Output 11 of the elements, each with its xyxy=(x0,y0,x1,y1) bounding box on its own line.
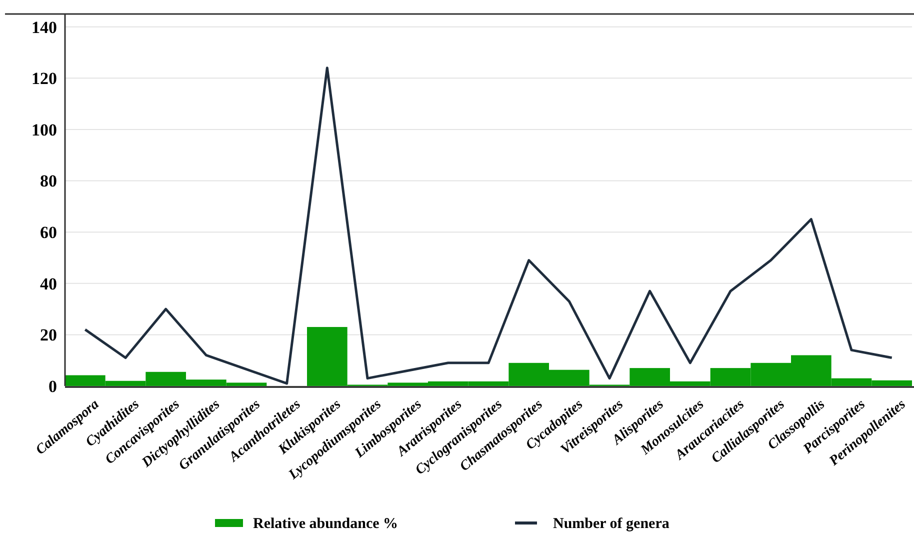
y-tick-label: 80 xyxy=(40,172,57,191)
legend-label: Number of genera xyxy=(553,516,670,532)
y-tick-label: 40 xyxy=(40,274,57,294)
y-tick-label: 0 xyxy=(48,376,57,396)
legend-label: Relative abundance % xyxy=(253,516,398,532)
y-tick-label: 20 xyxy=(40,326,57,345)
y-tick-label: 60 xyxy=(40,223,57,242)
y-tick-label: 140 xyxy=(32,18,57,37)
y-tick-label: 120 xyxy=(32,69,57,88)
y-tick-label: 100 xyxy=(32,120,57,140)
line-series xyxy=(84,66,894,385)
